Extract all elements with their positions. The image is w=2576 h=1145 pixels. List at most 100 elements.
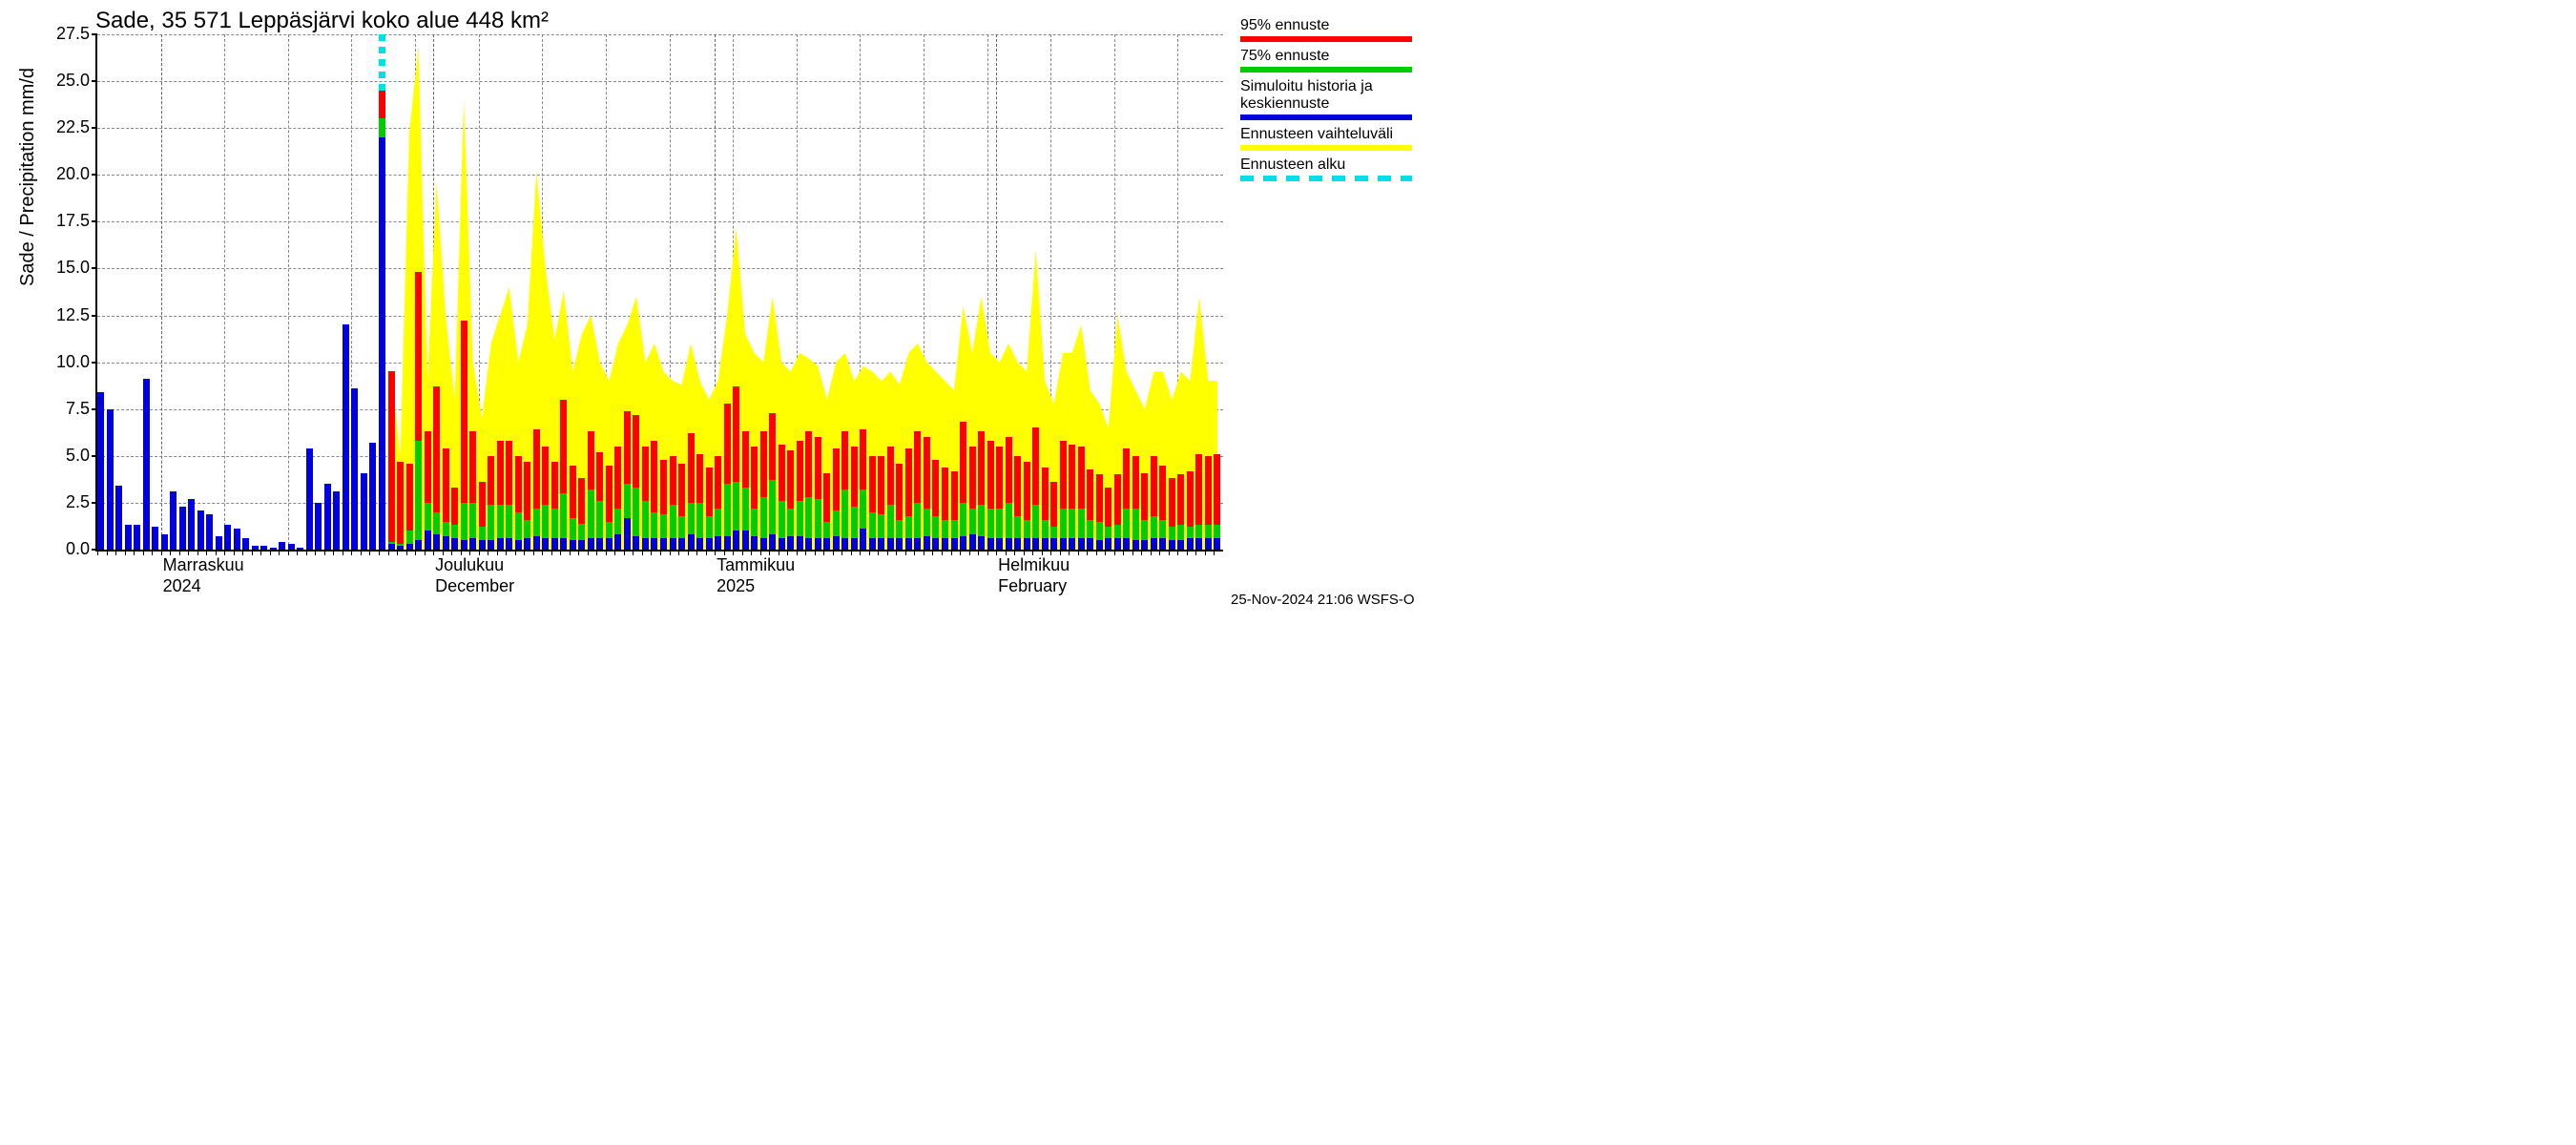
forecast-bar-median — [942, 538, 948, 550]
history-bar — [252, 546, 259, 550]
history-bar — [216, 536, 222, 550]
forecast-bar-median — [624, 518, 631, 550]
history-bar — [234, 529, 240, 550]
forecast-bar-median — [588, 538, 594, 550]
forecast-bar-median — [678, 538, 685, 550]
forecast-bar-median — [805, 538, 812, 550]
forecast-bar-median — [524, 538, 530, 550]
history-bar — [242, 538, 249, 550]
history-bar — [279, 542, 285, 550]
forecast-bar-median — [542, 538, 549, 550]
forecast-bar-median — [815, 538, 821, 550]
history-bar — [369, 443, 376, 550]
x-month-label: Joulukuu — [435, 555, 504, 575]
x-month-label: Marraskuu — [163, 555, 244, 575]
x-month-label: Tammikuu — [717, 555, 795, 575]
forecast-bar-p95 — [388, 371, 395, 550]
ytick-label: 20.0 — [4, 164, 90, 184]
forecast-bar-median — [715, 536, 721, 550]
forecast-bar-median — [1096, 540, 1103, 550]
forecast-bar-median — [1105, 538, 1111, 550]
ytick-label: 17.5 — [4, 211, 90, 231]
history-bar — [306, 448, 313, 550]
forecast-bar-median — [1195, 538, 1202, 550]
forecast-bar-median — [406, 544, 413, 550]
forecast-bar-median — [497, 538, 504, 550]
history-bar — [270, 548, 277, 550]
forecast-bar-median — [833, 536, 840, 550]
forecast-bar-median — [551, 538, 558, 550]
history-bar — [188, 499, 195, 550]
forecast-bar-median — [433, 534, 440, 550]
ytick-label: 7.5 — [4, 399, 90, 419]
forecast-bar-median — [787, 536, 794, 550]
history-bar — [343, 324, 349, 550]
forecast-bar-median — [823, 538, 830, 550]
forecast-bar-median — [1069, 538, 1075, 550]
forecast-bar-median — [1132, 540, 1139, 550]
forecast-bar-median — [878, 538, 884, 550]
forecast-bar-median — [1159, 538, 1166, 550]
forecast-bar-median — [860, 529, 866, 550]
forecast-bar-median — [1205, 538, 1212, 550]
history-bar — [288, 544, 295, 550]
forecast-bar-median — [1042, 538, 1049, 550]
precipitation-chart: Sade, 35 571 Leppäsjärvi koko alue 448 k… — [0, 0, 1431, 636]
legend-item: Simuloitu historia ja keskiennuste — [1240, 78, 1422, 120]
forecast-bar-median — [651, 538, 657, 550]
x-month-label: Helmikuu — [998, 555, 1070, 575]
forecast-bar-median — [1169, 540, 1175, 550]
history-bar — [107, 409, 114, 550]
grid-line-h — [97, 81, 1223, 82]
forecast-bar-median — [905, 538, 912, 550]
forecast-bar-p95 — [397, 462, 404, 550]
forecast-bar-median — [797, 536, 803, 550]
forecast-bar-median — [1123, 538, 1130, 550]
legend-label: 75% ennuste — [1240, 48, 1422, 65]
legend: 95% ennuste 75% ennuste Simuloitu historia… — [1240, 17, 1422, 187]
history-bar — [125, 525, 132, 550]
forecast-bar-median — [851, 538, 858, 550]
grid-line-h — [97, 268, 1223, 269]
forecast-bar-median — [1050, 538, 1057, 550]
ytick-label: 5.0 — [4, 446, 90, 466]
forecast-bar-median — [1151, 538, 1157, 550]
x-month-sublabel: December — [435, 576, 514, 596]
forecast-bar-median — [841, 538, 848, 550]
legend-label: Simuloitu historia ja keskiennuste — [1240, 78, 1422, 113]
forecast-bar-median — [996, 538, 1003, 550]
grid-line-v — [224, 34, 225, 550]
legend-label: Ennusteen alku — [1240, 156, 1422, 174]
forecast-bar-median — [769, 534, 776, 550]
legend-label: 95% ennuste — [1240, 17, 1422, 34]
timestamp-footer: 25-Nov-2024 21:06 WSFS-O — [1231, 592, 1415, 608]
forecast-bar-median — [570, 540, 576, 550]
x-month-sublabel: February — [998, 576, 1067, 596]
ytick-label: 22.5 — [4, 117, 90, 137]
forecast-bar-median — [696, 538, 703, 550]
history-bar — [134, 525, 140, 550]
history-bar — [361, 473, 367, 551]
forecast-bar-median — [733, 531, 739, 550]
history-bar — [143, 379, 150, 550]
forecast-bar-median — [887, 538, 894, 550]
forecast-bar-median — [515, 540, 522, 550]
legend-swatch — [1240, 145, 1412, 151]
ytick-label: 12.5 — [4, 305, 90, 325]
forecast-bar-median — [388, 544, 395, 550]
history-bar — [206, 514, 213, 550]
legend-swatch — [1240, 176, 1412, 181]
history-bar — [379, 137, 385, 550]
forecast-bar-median — [724, 536, 731, 550]
forecast-bar-median — [578, 540, 585, 550]
forecast-bar-median — [1060, 538, 1067, 550]
forecast-bar-median — [606, 538, 613, 550]
history-bar — [161, 534, 168, 550]
grid-line-h — [97, 221, 1223, 222]
forecast-bar-median — [1024, 538, 1030, 550]
forecast-bar-median — [1032, 538, 1039, 550]
forecast-bar-median — [914, 538, 921, 550]
forecast-bar-median — [397, 546, 404, 550]
forecast-bar-median — [924, 536, 930, 550]
history-bar — [97, 392, 104, 550]
